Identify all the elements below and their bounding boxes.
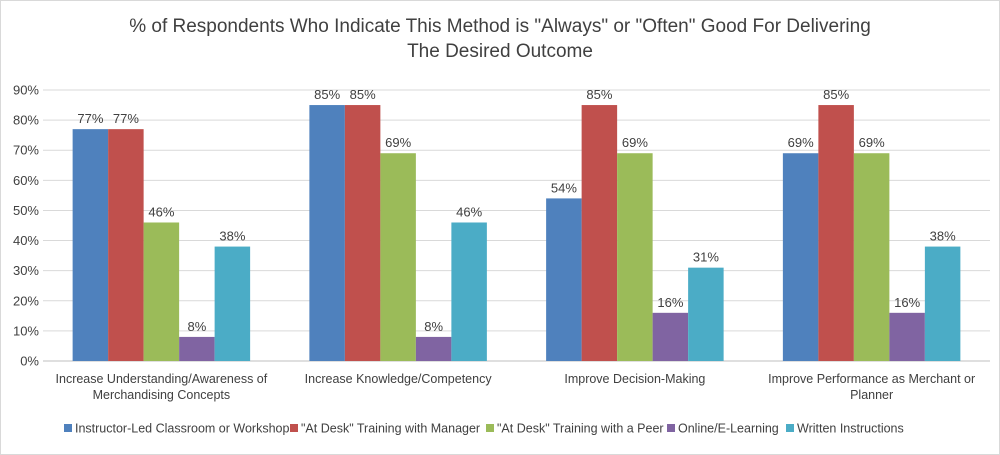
category-label: Improve Performance as Merchant or [768, 372, 975, 386]
data-label: 77% [113, 111, 139, 126]
category-label: Increase Knowledge/Competency [305, 372, 493, 386]
legend-label: "At Desk" Training with a Peer [497, 422, 664, 436]
bar [581, 105, 618, 361]
data-label: 85% [350, 87, 376, 102]
y-tick-label: 0% [20, 354, 39, 369]
data-label: 46% [456, 204, 482, 219]
y-tick-label: 30% [13, 263, 39, 278]
legend-swatch [486, 424, 494, 432]
y-tick-label: 50% [13, 203, 39, 218]
category-label: Merchandising Concepts [93, 388, 231, 402]
bar [818, 105, 854, 361]
bar [617, 153, 653, 361]
category-label: Increase Understanding/Awareness of [56, 372, 268, 386]
legend-swatch [667, 424, 675, 432]
legend-swatch [786, 424, 794, 432]
data-label: 8% [187, 319, 206, 334]
bar [924, 246, 961, 361]
legend-label: Instructor-Led Classroom or Workshop [75, 422, 289, 436]
bar [344, 105, 381, 361]
chart-title-line-2: The Desired Outcome [407, 41, 593, 62]
bar [688, 267, 724, 361]
data-label: 16% [894, 295, 920, 310]
data-label: 8% [424, 319, 443, 334]
data-label: 85% [314, 87, 340, 102]
data-label: 69% [622, 135, 648, 150]
chart-title: % of Respondents Who Indicate This Metho… [0, 14, 1000, 64]
bar [451, 222, 487, 361]
data-label: 69% [385, 135, 411, 150]
bar [380, 153, 416, 361]
bar [72, 129, 109, 361]
bar [143, 222, 180, 361]
bar [546, 198, 582, 361]
bar [782, 153, 819, 361]
data-label: 69% [859, 135, 885, 150]
bar [889, 312, 925, 361]
bar [214, 246, 251, 361]
legend-label: Written Instructions [797, 422, 904, 436]
legend-swatch [290, 424, 298, 432]
bar [179, 336, 215, 361]
bar [652, 312, 689, 361]
category-label: Planner [850, 388, 893, 402]
data-label: 46% [148, 204, 174, 219]
data-label: 85% [823, 87, 849, 102]
bar [415, 336, 452, 361]
bar [309, 105, 345, 361]
data-label: 77% [77, 111, 103, 126]
bar [853, 153, 890, 361]
data-label: 69% [788, 135, 814, 150]
y-tick-label: 60% [13, 173, 39, 188]
y-tick-label: 80% [13, 113, 39, 128]
y-tick-label: 90% [13, 83, 39, 98]
data-label: 85% [586, 87, 612, 102]
legend-label: Online/E-Learning [678, 422, 779, 436]
bar [108, 129, 144, 361]
y-tick-label: 10% [13, 323, 39, 338]
y-tick-label: 40% [13, 233, 39, 248]
legend-label: "At Desk" Training with Manager [301, 422, 480, 436]
y-tick-label: 20% [13, 293, 39, 308]
y-tick-label: 70% [13, 143, 39, 158]
data-label: 54% [551, 180, 577, 195]
category-label: Improve Decision-Making [564, 372, 705, 386]
legend-swatch [64, 424, 72, 432]
data-label: 38% [930, 229, 956, 244]
data-label: 16% [657, 295, 683, 310]
data-label: 31% [693, 250, 719, 265]
chart-title-line-1: % of Respondents Who Indicate This Metho… [129, 16, 871, 37]
data-label: 38% [219, 229, 245, 244]
